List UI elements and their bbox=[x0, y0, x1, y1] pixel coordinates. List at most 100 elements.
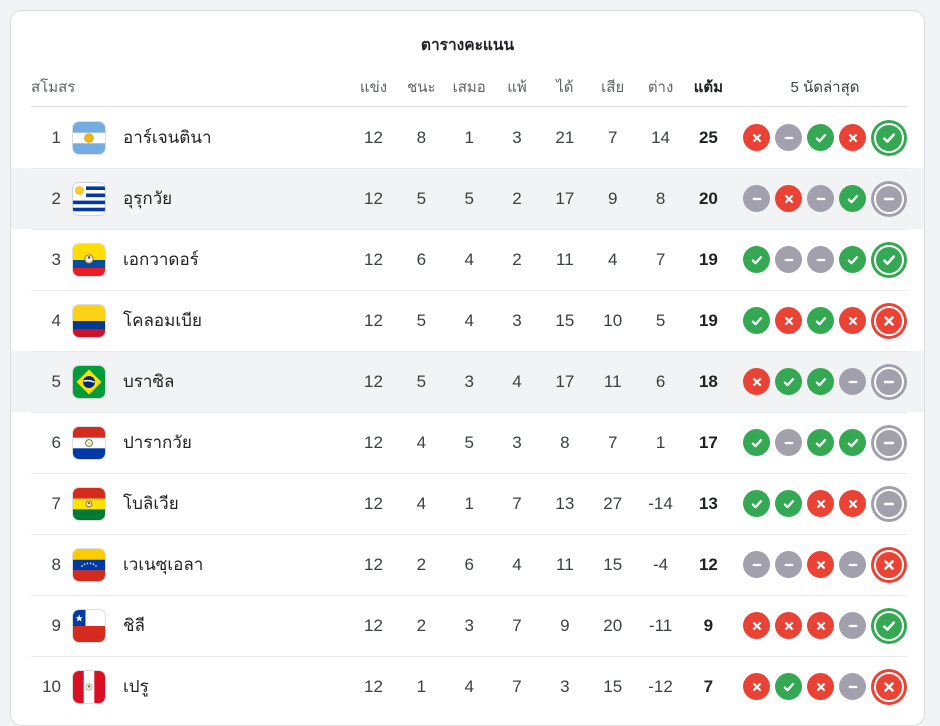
stat-win: 5 bbox=[416, 310, 427, 330]
win-icon bbox=[839, 246, 866, 273]
team-name: โบลิเวีย bbox=[123, 494, 179, 513]
win-icon bbox=[743, 490, 770, 517]
team-name: โคลอมเบีย bbox=[123, 311, 202, 330]
stat-goals-for: 11 bbox=[556, 249, 574, 269]
header-loss: แพ้ bbox=[507, 79, 527, 96]
stat-goals-against: 27 bbox=[603, 493, 623, 513]
stat-goal-diff: 14 bbox=[651, 127, 671, 147]
loss-icon bbox=[839, 307, 866, 334]
stat-played: 12 bbox=[364, 249, 383, 269]
header-goals-against: เสีย bbox=[601, 79, 625, 96]
stat-played: 12 bbox=[364, 188, 383, 208]
win-icon bbox=[871, 607, 907, 644]
standings-title: ตารางคะแนน bbox=[420, 37, 515, 54]
loss-icon bbox=[807, 612, 834, 639]
draw-icon bbox=[775, 551, 802, 578]
loss-icon bbox=[775, 185, 802, 212]
table-row[interactable]: 6 ปารากวัย 12 4 5 3 8 7 1 17 bbox=[11, 412, 924, 473]
loss-icon bbox=[743, 612, 770, 639]
win-icon bbox=[775, 673, 802, 700]
draw-icon bbox=[871, 363, 907, 400]
stat-goals-against: 15 bbox=[603, 676, 623, 696]
win-icon bbox=[839, 185, 866, 212]
stat-draw: 3 bbox=[464, 615, 474, 635]
stat-played: 12 bbox=[364, 310, 383, 330]
draw-icon bbox=[743, 185, 770, 212]
draw-icon bbox=[871, 485, 907, 522]
colombia-flag-icon bbox=[73, 304, 105, 337]
stat-draw: 5 bbox=[464, 188, 474, 208]
stat-draw: 3 bbox=[464, 371, 474, 391]
draw-icon bbox=[871, 180, 907, 217]
stat-goal-diff: 5 bbox=[655, 310, 666, 330]
table-row[interactable]: 1 อาร์เจนตินา 12 8 1 3 21 7 14 25 bbox=[11, 107, 924, 168]
table-row[interactable]: 5 บราซิล 12 5 3 4 17 11 6 18 bbox=[11, 351, 924, 412]
form-icons bbox=[743, 485, 907, 522]
draw-icon bbox=[839, 612, 866, 639]
stat-goals-for: 11 bbox=[556, 554, 574, 574]
rank-number: 5 bbox=[51, 371, 61, 391]
header-club: สโมสร bbox=[31, 79, 76, 96]
form-icons bbox=[743, 424, 907, 461]
loss-icon bbox=[871, 302, 907, 339]
loss-icon bbox=[871, 546, 907, 583]
loss-icon bbox=[807, 673, 834, 700]
rank-number: 6 bbox=[51, 432, 61, 452]
stat-win: 2 bbox=[416, 554, 427, 574]
stat-goal-diff: 1 bbox=[655, 432, 666, 452]
draw-icon bbox=[775, 429, 802, 456]
team-name: อาร์เจนตินา bbox=[123, 128, 212, 147]
form-icons bbox=[743, 302, 907, 339]
argentina-flag-icon bbox=[73, 121, 105, 154]
form-icons bbox=[743, 180, 907, 217]
header-draw: เสมอ bbox=[452, 79, 486, 96]
stat-goals-against: 20 bbox=[603, 615, 623, 635]
table-row[interactable]: 3 เอกวาดอร์ 12 6 4 2 11 4 7 19 bbox=[11, 229, 924, 290]
rank-number: 7 bbox=[51, 493, 61, 513]
table-row[interactable]: 9 ชิลี 12 2 3 7 9 20 -11 9 bbox=[11, 595, 924, 656]
win-icon bbox=[807, 307, 834, 334]
table-row[interactable]: 10 เปรู 12 1 4 7 3 15 -12 7 bbox=[11, 656, 924, 717]
stat-loss: 4 bbox=[512, 371, 522, 391]
stat-goals-for: 13 bbox=[555, 493, 575, 513]
stat-goals-against: 4 bbox=[607, 249, 618, 269]
loss-icon bbox=[839, 124, 866, 151]
stat-goal-diff: 8 bbox=[655, 188, 666, 208]
header-goals-for: ได้ bbox=[556, 79, 574, 96]
stat-loss: 3 bbox=[512, 127, 522, 147]
stat-loss: 4 bbox=[512, 554, 522, 574]
draw-icon bbox=[839, 368, 866, 395]
stat-goals-against: 7 bbox=[607, 127, 618, 147]
stat-goals-for: 15 bbox=[555, 310, 575, 330]
draw-icon bbox=[775, 246, 802, 273]
draw-icon bbox=[775, 124, 802, 151]
table-row[interactable]: 2 อุรุกวัย 12 5 5 2 17 9 8 20 bbox=[11, 168, 924, 229]
stat-points: 25 bbox=[698, 127, 718, 147]
loss-icon bbox=[743, 124, 770, 151]
header-played: แข่ง bbox=[359, 79, 388, 96]
table-row[interactable]: 7 โบลิเวีย 12 4 1 7 13 27 -14 13 bbox=[11, 473, 924, 534]
stat-goals-for: 17 bbox=[555, 188, 575, 208]
form-icons bbox=[743, 363, 907, 400]
header-win: ชนะ bbox=[407, 79, 436, 96]
stat-loss: 3 bbox=[512, 310, 522, 330]
stat-draw: 1 bbox=[464, 127, 474, 147]
stat-loss: 7 bbox=[512, 615, 522, 635]
peru-flag-icon bbox=[73, 670, 105, 703]
stat-goal-diff: -12 bbox=[648, 676, 673, 696]
team-name: ชิลี bbox=[123, 616, 145, 635]
stat-draw: 4 bbox=[464, 249, 474, 269]
rank-number: 1 bbox=[51, 127, 61, 147]
loss-icon bbox=[839, 490, 866, 517]
stat-played: 12 bbox=[364, 127, 383, 147]
win-icon bbox=[807, 429, 834, 456]
stat-goal-diff: 6 bbox=[655, 371, 666, 391]
stat-goals-against: 7 bbox=[607, 432, 618, 452]
venezuela-flag-icon bbox=[73, 548, 105, 581]
table-row[interactable]: 4 โคลอมเบีย 12 5 4 3 15 10 5 19 bbox=[11, 290, 924, 351]
table-row[interactable]: 8 เวเนซุเอลา 12 2 6 4 11 15 -4 12 bbox=[11, 534, 924, 595]
stat-draw: 6 bbox=[464, 554, 474, 574]
brazil-flag-icon bbox=[73, 365, 105, 398]
stat-win: 4 bbox=[416, 493, 427, 513]
standings-card: ตารางคะแนน สโมสร แข่ง ชนะ เสมอ แพ้ ได้ เ… bbox=[10, 10, 925, 726]
